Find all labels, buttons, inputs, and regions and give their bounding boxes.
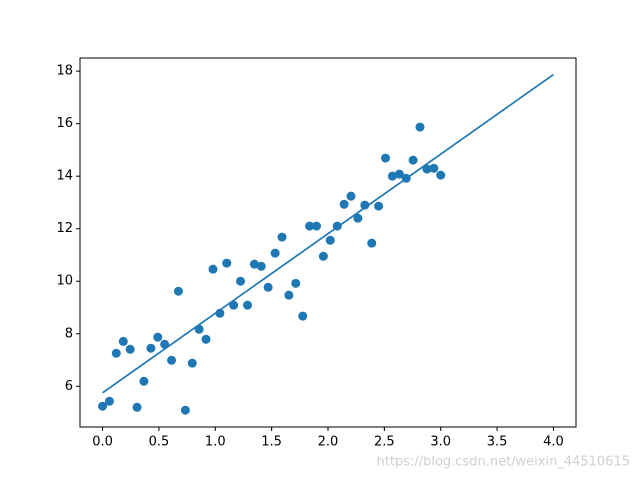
y-tick-label: 12 xyxy=(56,221,73,236)
y-tick-label: 8 xyxy=(65,326,73,341)
x-tick-label: 1.0 xyxy=(205,435,226,450)
x-tick-label: 3.5 xyxy=(487,435,508,450)
point xyxy=(325,235,335,245)
x-tick-label: 2.0 xyxy=(318,435,339,450)
x-tick-label: 4.0 xyxy=(543,435,564,450)
y-tick-label: 18 xyxy=(56,64,73,79)
point xyxy=(380,153,390,163)
point xyxy=(312,221,322,231)
point xyxy=(208,264,218,274)
point xyxy=(387,171,397,181)
watermark: https://blog.csdn.net/weixin_44510615 xyxy=(376,455,630,470)
point xyxy=(429,163,439,173)
y-tick-label: 10 xyxy=(56,274,73,289)
point xyxy=(394,169,404,179)
point xyxy=(270,248,280,258)
point xyxy=(318,251,328,261)
point xyxy=(256,261,266,271)
point xyxy=(153,332,163,342)
point xyxy=(291,278,301,288)
point xyxy=(374,201,384,211)
point xyxy=(277,232,287,242)
point xyxy=(146,343,156,353)
point xyxy=(353,213,363,223)
point xyxy=(132,402,142,412)
point xyxy=(346,191,356,201)
x-tick-label: 2.5 xyxy=(374,435,395,450)
fit-line xyxy=(102,73,554,394)
x-tick-label: 3.0 xyxy=(430,435,451,450)
point xyxy=(111,348,121,358)
point xyxy=(436,170,446,180)
point xyxy=(118,336,128,346)
point xyxy=(263,282,273,292)
x-tick-label: 0.0 xyxy=(92,435,113,450)
point xyxy=(236,276,246,286)
point xyxy=(408,155,418,165)
point xyxy=(305,221,315,231)
point xyxy=(173,286,183,296)
point xyxy=(98,401,108,411)
point xyxy=(187,358,197,368)
point xyxy=(222,258,232,268)
point xyxy=(167,355,177,365)
point xyxy=(339,199,349,209)
point xyxy=(415,122,425,132)
point xyxy=(360,200,370,210)
point xyxy=(422,164,432,174)
point xyxy=(249,259,259,269)
point xyxy=(139,376,149,386)
point xyxy=(243,300,253,310)
point xyxy=(298,311,308,321)
plot-frame xyxy=(79,57,577,428)
y-tick-label: 14 xyxy=(56,169,73,184)
point xyxy=(125,344,135,354)
x-tick-label: 0.5 xyxy=(149,435,170,450)
point xyxy=(180,405,190,415)
y-tick-label: 16 xyxy=(56,116,73,131)
point xyxy=(104,396,114,406)
x-tick-label: 1.5 xyxy=(261,435,282,450)
y-tick-label: 6 xyxy=(65,379,73,394)
point xyxy=(367,238,377,248)
point xyxy=(201,334,211,344)
point xyxy=(284,290,294,300)
